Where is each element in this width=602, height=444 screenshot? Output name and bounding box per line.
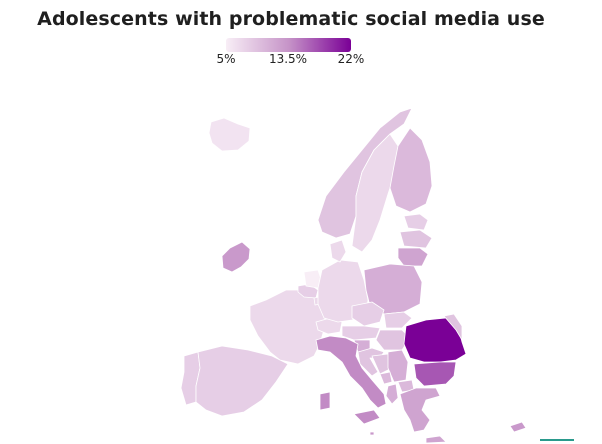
country-finland[interactable]: [389, 127, 433, 213]
country-czechia[interactable]: [351, 301, 385, 327]
country-cyprus[interactable]: [509, 421, 527, 433]
country-italy[interactable]: [315, 335, 387, 409]
country-austria[interactable]: [341, 325, 381, 341]
legend-max-label: 22%: [337, 52, 365, 66]
legend-min-label: 5%: [216, 52, 236, 66]
country-italy-sardinia[interactable]: [319, 391, 331, 411]
country-sweden[interactable]: [351, 133, 399, 253]
country-malta[interactable]: [369, 431, 375, 436]
country-italy-sicily[interactable]: [353, 409, 381, 425]
corner-accent-line: [540, 439, 574, 441]
chart-title: Adolescents with problematic social medi…: [37, 8, 545, 30]
country-montenegro[interactable]: [379, 371, 393, 385]
legend-color-scale: [226, 38, 351, 52]
country-moldova[interactable]: [443, 313, 463, 341]
country-ireland[interactable]: [221, 241, 251, 273]
country-serbia[interactable]: [387, 349, 409, 383]
country-greece[interactable]: [399, 387, 441, 433]
country-latvia[interactable]: [399, 229, 433, 249]
country-greece-island[interactable]: [425, 435, 447, 444]
country-spain[interactable]: [195, 345, 289, 417]
country-estonia[interactable]: [403, 213, 429, 231]
country-france[interactable]: [249, 289, 327, 365]
country-poland[interactable]: [363, 263, 423, 315]
country-denmark[interactable]: [329, 239, 347, 263]
country-bulgaria[interactable]: [413, 361, 457, 387]
country-albania[interactable]: [385, 383, 399, 405]
legend-mid-label: 13.5%: [268, 52, 308, 66]
country-slovakia[interactable]: [383, 311, 413, 329]
country-iceland[interactable]: [208, 117, 251, 152]
country-united-kingdom-nodata: [251, 229, 287, 293]
country-romania[interactable]: [403, 317, 467, 363]
country-lithuania[interactable]: [397, 247, 429, 267]
